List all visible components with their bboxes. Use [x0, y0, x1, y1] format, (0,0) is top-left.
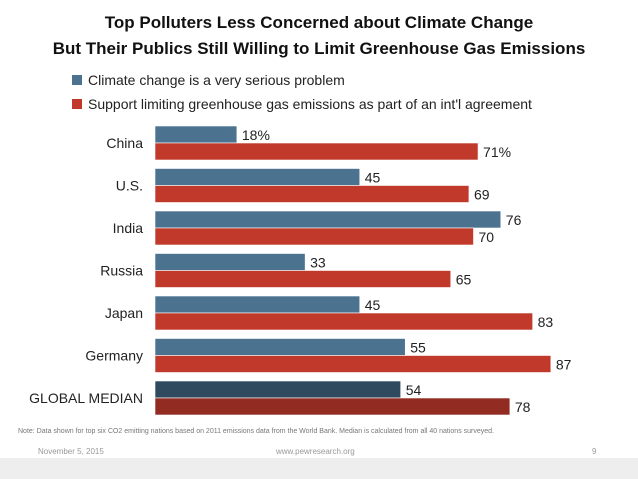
- bar-china-serious-problem: [154, 125, 238, 144]
- category-label-russia: Russia: [100, 263, 143, 279]
- chart-title-line1: Top Polluters Less Concerned about Clima…: [104, 13, 534, 32]
- value-label-germany-serious-problem: 55: [410, 340, 426, 356]
- value-label-global-median-serious-problem: 54: [406, 382, 422, 398]
- footer-date: November 5, 2015: [38, 447, 104, 456]
- bar-germany-support-limiting: [154, 355, 552, 373]
- category-label-global-median: GLOBAL MEDIAN: [29, 390, 143, 406]
- footer-band: [0, 458, 638, 479]
- bar-india-support-limiting: [154, 227, 474, 246]
- bar-u-s-support-limiting: [154, 185, 470, 203]
- value-label-india-serious-problem: 76: [506, 212, 522, 228]
- value-label-japan-serious-problem: 45: [365, 297, 381, 313]
- bar-global-median-serious-problem: [154, 380, 401, 399]
- bar-japan-serious-problem: [154, 295, 361, 314]
- value-label-china-support-limiting: 71%: [483, 144, 511, 160]
- legend-label-serious-problem: Climate change is a very serious problem: [88, 72, 345, 88]
- value-label-india-support-limiting: 70: [479, 229, 495, 245]
- category-label-japan: Japan: [105, 305, 143, 321]
- bar-germany-serious-problem: [154, 338, 406, 356]
- legend-swatch-serious-problem: [72, 75, 82, 85]
- value-label-u-s-support-limiting: 69: [474, 187, 490, 203]
- category-label-china: China: [106, 135, 143, 151]
- footnote: Note: Data shown for top six CO2 emittin…: [18, 428, 494, 435]
- value-label-russia-serious-problem: 33: [310, 255, 326, 271]
- category-label-germany: Germany: [85, 348, 143, 364]
- footer-url[interactable]: www.pewresearch.org: [276, 447, 355, 456]
- value-label-u-s-serious-problem: 45: [365, 170, 381, 186]
- bar-chart: China 18% 71% U.S. 45 69 India 76 70 Russia 33 65 Ja…: [29, 125, 572, 416]
- legend-item-serious-problem: Climate change is a very serious problem: [72, 72, 345, 88]
- category-label-india: India: [113, 220, 144, 236]
- bar-japan-support-limiting: [154, 312, 533, 331]
- value-label-russia-support-limiting: 65: [456, 272, 472, 288]
- bar-russia-support-limiting: [154, 270, 452, 288]
- legend-label-support-limiting: Support limiting greenhouse gas emission…: [88, 96, 532, 112]
- bar-china-support-limiting: [154, 142, 479, 161]
- bar-russia-serious-problem: [154, 253, 306, 271]
- chart-title-line2: But Their Publics Still Willing to Limit…: [52, 39, 586, 58]
- bar-u-s-serious-problem: [154, 168, 361, 186]
- legend-item-support-limiting: Support limiting greenhouse gas emission…: [72, 96, 532, 112]
- legend-swatch-support-limiting: [72, 99, 82, 109]
- bar-india-serious-problem: [154, 210, 502, 229]
- value-label-germany-support-limiting: 87: [556, 357, 572, 373]
- page-number: 9: [592, 447, 597, 456]
- value-label-japan-support-limiting: 83: [538, 314, 554, 330]
- category-label-u-s: U.S.: [116, 178, 143, 194]
- value-label-china-serious-problem: 18%: [242, 127, 270, 143]
- bar-global-median-support-limiting: [154, 397, 511, 416]
- value-label-global-median-support-limiting: 78: [515, 399, 531, 415]
